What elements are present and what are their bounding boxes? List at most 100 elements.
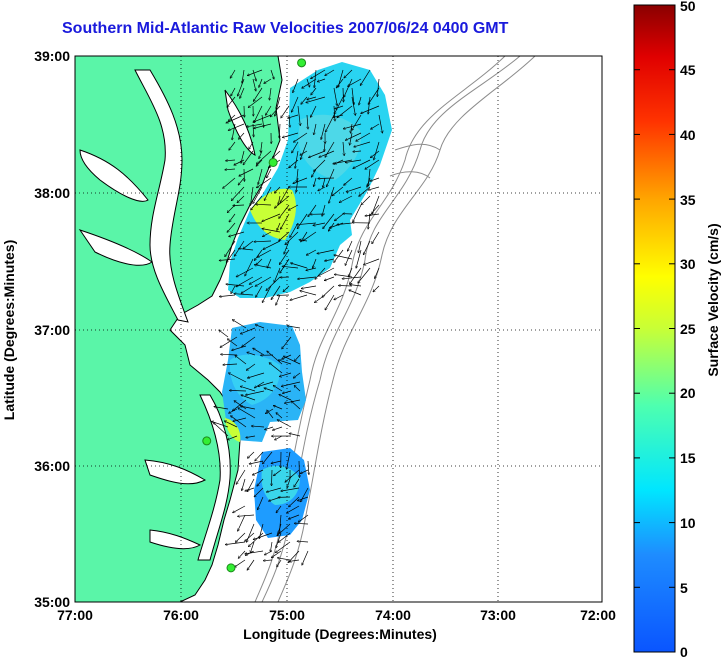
colorbar-tick-label: 40 bbox=[680, 127, 696, 143]
velocity-vector bbox=[226, 114, 245, 123]
velocity-vector bbox=[266, 276, 281, 291]
velocity-vector bbox=[283, 285, 290, 292]
velocity-vector bbox=[256, 150, 272, 164]
velocity-vector bbox=[306, 249, 317, 255]
velocity-vector bbox=[267, 258, 272, 268]
velocity-vector bbox=[247, 352, 256, 356]
velocity-vector bbox=[235, 356, 247, 365]
velocity-vector bbox=[365, 159, 380, 169]
velocity-vector bbox=[279, 394, 292, 401]
velocity-vector bbox=[219, 294, 236, 297]
velocity-vector bbox=[236, 276, 254, 287]
velocity-vector bbox=[329, 222, 344, 228]
velocity-vector bbox=[289, 159, 299, 168]
velocity-vector bbox=[263, 231, 272, 237]
velocity-vector bbox=[247, 451, 255, 458]
velocity-vector bbox=[246, 390, 265, 395]
velocity-vector bbox=[348, 78, 362, 86]
velocity-vector bbox=[273, 406, 283, 410]
velocity-vector bbox=[361, 195, 371, 205]
velocity-vector bbox=[233, 505, 246, 513]
velocity-vector bbox=[259, 78, 263, 87]
station-marker bbox=[268, 157, 278, 167]
velocity-vector bbox=[235, 559, 246, 567]
velocity-vector bbox=[253, 114, 272, 122]
velocity-vector bbox=[276, 541, 291, 553]
velocity-vector bbox=[361, 105, 380, 114]
colorbar-tick-label: 45 bbox=[680, 62, 696, 78]
velocity-vector bbox=[231, 285, 236, 294]
velocity-vector bbox=[368, 87, 380, 104]
velocity-vector bbox=[228, 114, 236, 121]
velocity-vector bbox=[282, 336, 292, 349]
velocity-vector bbox=[337, 222, 353, 225]
velocity-vector bbox=[291, 401, 301, 410]
velocity-vector bbox=[276, 413, 283, 419]
velocity-vector bbox=[294, 478, 300, 487]
velocity-vector bbox=[368, 96, 371, 114]
colorbar-tick-label: 15 bbox=[680, 450, 696, 466]
velocity-vector bbox=[336, 78, 344, 88]
velocity-vector bbox=[360, 69, 371, 85]
velocity-vector bbox=[325, 258, 335, 261]
velocity-vector bbox=[236, 469, 246, 484]
velocity-vector bbox=[243, 150, 254, 165]
velocity-vector bbox=[277, 523, 291, 536]
velocity-vector bbox=[339, 195, 353, 203]
velocity-vector bbox=[270, 69, 274, 79]
velocity-vector bbox=[318, 186, 326, 191]
velocity-vector bbox=[278, 360, 292, 365]
velocity-vector bbox=[229, 213, 236, 222]
velocity-vector bbox=[350, 132, 353, 145]
velocity-vector bbox=[221, 354, 238, 355]
velocity-vector bbox=[334, 294, 344, 300]
velocity-vector bbox=[245, 258, 254, 276]
velocity-vector bbox=[232, 320, 247, 329]
velocity-vector bbox=[294, 132, 308, 142]
velocity-vector bbox=[272, 150, 281, 158]
velocity-vector bbox=[243, 240, 254, 249]
velocity-vector bbox=[344, 78, 353, 97]
velocity-vector bbox=[247, 559, 255, 570]
colorbar-label: Surface Velocity (cm/s) bbox=[705, 223, 721, 376]
velocity-vector bbox=[297, 105, 300, 126]
velocity-vector bbox=[323, 177, 326, 187]
velocity-vector bbox=[275, 96, 281, 116]
velocity-vector bbox=[275, 186, 281, 193]
velocity-vector bbox=[285, 231, 299, 245]
velocity-vector bbox=[279, 204, 290, 218]
velocity-vector bbox=[278, 532, 291, 542]
velocity-vector bbox=[313, 222, 326, 226]
velocity-vector bbox=[246, 363, 256, 370]
velocity-vector bbox=[325, 294, 335, 310]
velocity-vector bbox=[242, 336, 256, 347]
velocity-vector bbox=[266, 487, 282, 492]
colorbar: 0 5 10 15 20 25 30 35 40 45 50 Surface V… bbox=[633, 0, 721, 659]
velocity-vector bbox=[238, 550, 246, 558]
velocity-vector bbox=[239, 132, 245, 139]
velocity-vector bbox=[289, 514, 300, 519]
velocity-vector bbox=[256, 159, 263, 166]
velocity-vector bbox=[246, 123, 263, 127]
velocity-vector bbox=[223, 177, 236, 188]
velocity-vector bbox=[253, 469, 264, 475]
velocity-vector bbox=[281, 105, 290, 118]
velocity-vector bbox=[377, 78, 380, 97]
velocity-vector bbox=[351, 87, 354, 104]
velocity-vector bbox=[238, 177, 245, 185]
y-tick-label: 37:00 bbox=[34, 322, 70, 338]
velocity-vector bbox=[271, 460, 282, 463]
velocity-vector bbox=[249, 276, 263, 284]
colorbar-tick-label: 50 bbox=[680, 0, 696, 14]
velocity-vector bbox=[242, 69, 245, 83]
velocity-vector bbox=[240, 386, 256, 392]
velocity-vector bbox=[371, 150, 380, 158]
velocity-vector bbox=[343, 141, 344, 156]
velocity-vector bbox=[267, 410, 274, 419]
velocity-vector bbox=[292, 141, 299, 153]
velocity-vector bbox=[313, 258, 317, 268]
velocity-vector bbox=[226, 284, 245, 287]
velocity-vector bbox=[281, 213, 290, 229]
y-axis: 39:00 38:00 37:00 36:00 35:00 Latitude (… bbox=[1, 48, 70, 610]
velocity-vector bbox=[255, 451, 264, 461]
